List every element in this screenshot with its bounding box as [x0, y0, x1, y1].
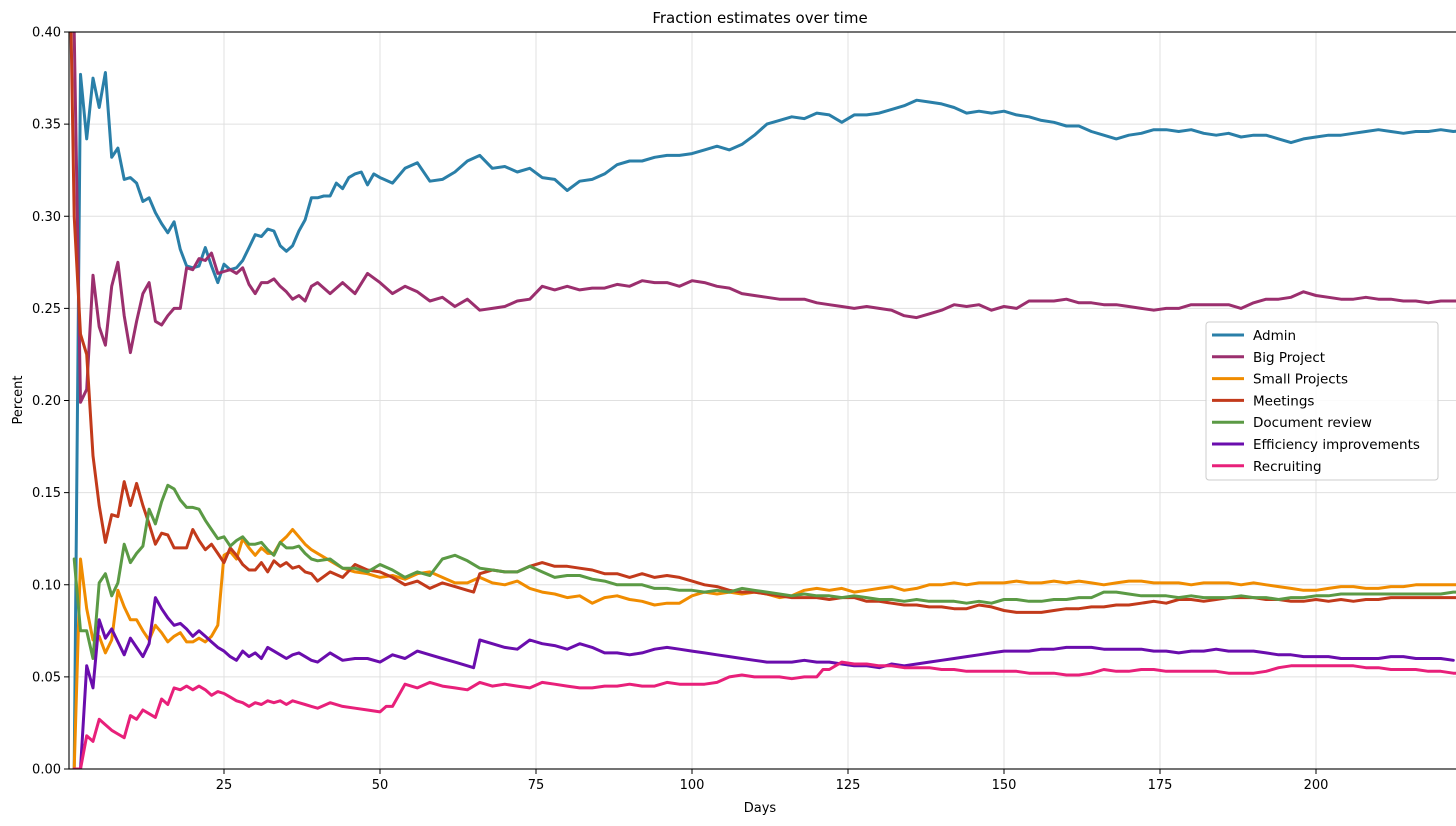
y-axis-label: Percent [11, 376, 26, 425]
y-tick-label: 0.00 [32, 763, 61, 778]
x-tick-label: 100 [680, 778, 705, 793]
legend-label: Meetings [1253, 393, 1314, 409]
legend-box [1205, 321, 1439, 481]
legend-item: Small Projects [1212, 372, 1348, 388]
x-tick-label: 150 [992, 778, 1017, 793]
x-tick-label: 75 [528, 778, 545, 793]
series-line-meetings [69, 32, 1456, 614]
chart-title: Fraction estimates over time [652, 9, 867, 27]
legend-label: Small Projects [1253, 372, 1348, 388]
y-tick-label: 0.35 [32, 118, 61, 133]
legend-item: Recruiting [1212, 459, 1322, 475]
y-tick-label: 0.40 [32, 26, 61, 41]
legend-label: Recruiting [1253, 459, 1322, 475]
y-tick-label: 0.15 [32, 486, 61, 501]
x-axis-ticks: 25 50 75 100 125 150 175 200 [216, 769, 1329, 793]
y-tick-label: 0.25 [32, 302, 61, 317]
y-tick-label: 0.05 [32, 670, 61, 685]
x-tick-label: 200 [1304, 778, 1329, 793]
legend-item: Meetings [1212, 393, 1314, 409]
legend-item: Efficiency improvements [1212, 437, 1420, 453]
y-tick-label: 0.10 [32, 578, 61, 593]
series-line-big-project [72, 32, 1456, 404]
series-lines [69, 32, 1456, 769]
series-line-admin [72, 71, 1456, 769]
y-axis-ticks: 0.00 0.05 0.10 0.15 0.20 0.25 0.30 0.35 0.40 [32, 26, 69, 778]
series-line-efficiency-improvements [72, 596, 1455, 769]
legend-item: Admin [1212, 328, 1296, 344]
series-line-small-projects [72, 528, 1456, 769]
legend-label: Big Project [1253, 350, 1325, 366]
legend-label: Document review [1253, 415, 1372, 431]
legend-item: Big Project [1212, 350, 1325, 366]
legend-label: Efficiency improvements [1253, 437, 1420, 453]
x-tick-label: 175 [1148, 778, 1173, 793]
x-axis-label: Days [744, 801, 777, 816]
legend-item: Document review [1212, 415, 1372, 431]
series-line-document-review [72, 483, 1456, 660]
x-tick-label: 25 [216, 778, 233, 793]
legend-label: Admin [1253, 328, 1296, 344]
x-tick-label: 50 [372, 778, 389, 793]
series-line-recruiting [72, 660, 1456, 769]
x-tick-label: 125 [836, 778, 861, 793]
y-tick-label: 0.30 [32, 210, 61, 225]
legend: Admin Big Project Small Projects Meetings Do… [1205, 321, 1439, 481]
y-tick-label: 0.20 [32, 394, 61, 409]
